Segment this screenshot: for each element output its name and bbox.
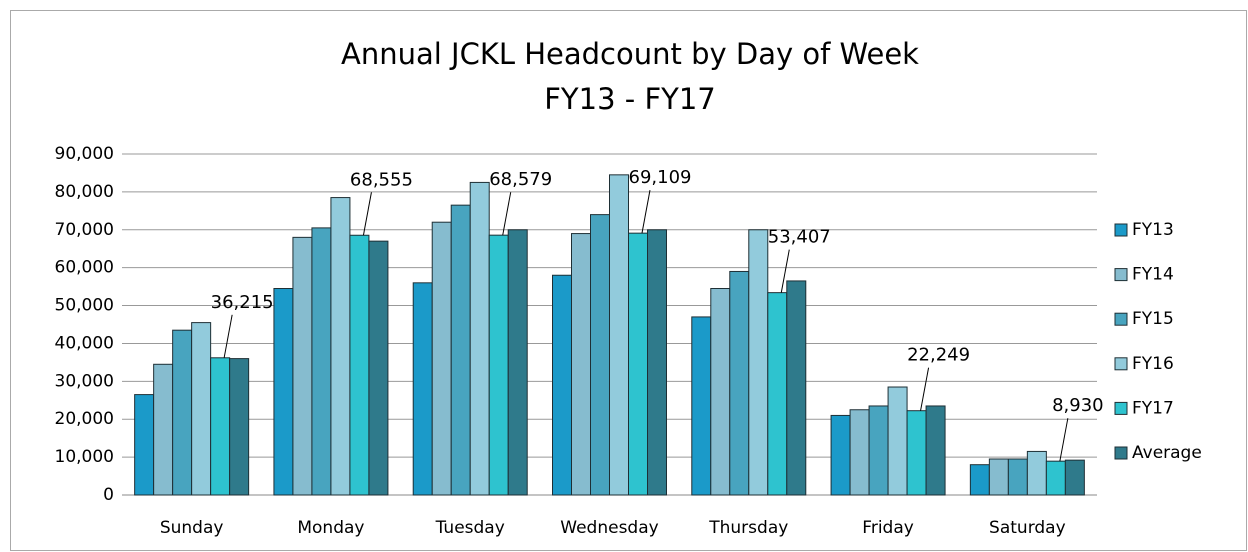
bar [609, 174, 629, 496]
y-tick-label: 0 [103, 485, 114, 505]
bar [969, 464, 990, 496]
bar [153, 363, 174, 496]
legend-swatch [1114, 223, 1128, 237]
bar [450, 204, 471, 496]
legend-swatch [1114, 446, 1128, 460]
bar [507, 229, 528, 496]
bar [229, 358, 250, 496]
bar [868, 405, 889, 496]
y-tick-label: 50,000 [55, 296, 114, 316]
bar [431, 221, 452, 496]
bar [311, 227, 332, 496]
bar [748, 229, 769, 496]
y-tick-label: 90,000 [55, 144, 114, 164]
bar [292, 236, 313, 496]
leader-line [362, 192, 372, 236]
bar [349, 234, 370, 496]
bar [191, 322, 212, 496]
bar [210, 357, 231, 496]
x-tick-label: Saturday [989, 518, 1066, 538]
bar [647, 229, 667, 496]
legend-swatch [1114, 312, 1128, 326]
bar [1026, 450, 1047, 496]
leader-line [502, 192, 512, 236]
data-label: 69,109 [629, 167, 692, 188]
bar [590, 214, 610, 496]
data-label: 36,215 [211, 292, 274, 313]
bar [571, 233, 591, 496]
y-tick-label: 80,000 [55, 182, 114, 202]
data-label: 53,407 [768, 227, 831, 248]
bar [1045, 460, 1066, 496]
bar [488, 234, 509, 496]
x-tick-label: Tuesday [435, 518, 505, 538]
bar [767, 292, 788, 496]
bar [925, 405, 946, 496]
legend-label: FY17 [1132, 398, 1174, 418]
y-tick-label: 60,000 [55, 258, 114, 278]
bar [887, 386, 908, 496]
data-label: 68,555 [350, 169, 413, 190]
bar [552, 274, 572, 496]
bar [1064, 459, 1085, 496]
bar [830, 414, 851, 496]
leader-line [780, 249, 790, 293]
y-tick-label: 30,000 [55, 371, 114, 391]
x-tick-label: Sunday [160, 518, 224, 538]
bar [786, 280, 807, 496]
bar [412, 282, 433, 496]
x-tick-label: Wednesday [560, 518, 658, 538]
legend-label: FY14 [1132, 265, 1174, 285]
legend-label: FY16 [1132, 354, 1174, 374]
bar [628, 232, 648, 496]
legend-swatch [1114, 357, 1128, 371]
bar [1007, 458, 1028, 496]
data-label: 68,579 [489, 169, 552, 190]
legend-swatch [1114, 268, 1128, 282]
bar [172, 329, 193, 496]
legend-label: FY13 [1132, 220, 1174, 240]
bar [729, 270, 750, 496]
legend-label: FY15 [1132, 309, 1174, 329]
bar [988, 458, 1009, 496]
leader-line [641, 190, 651, 234]
bar [710, 288, 731, 496]
legend-label: Average [1132, 443, 1202, 463]
leader-line [920, 367, 930, 411]
bar [368, 240, 389, 496]
bar [849, 409, 870, 496]
x-tick-label: Friday [862, 518, 914, 538]
bar [273, 288, 294, 496]
y-tick-label: 10,000 [55, 447, 114, 467]
data-label: 8,930 [1052, 395, 1104, 416]
y-tick-label: 40,000 [55, 333, 114, 353]
bar [330, 197, 351, 496]
y-tick-label: 70,000 [55, 220, 114, 240]
leader-line [1059, 418, 1069, 462]
bar [469, 181, 490, 496]
bar [691, 316, 712, 496]
data-label: 22,249 [907, 345, 970, 366]
x-tick-label: Monday [297, 518, 364, 538]
bar [134, 394, 155, 496]
bar [906, 410, 927, 496]
legend-swatch [1114, 401, 1128, 415]
leader-line [223, 314, 233, 358]
chart-title: Annual JCKL Headcount by Day of Week [341, 37, 919, 71]
y-tick-label: 20,000 [55, 409, 114, 429]
chart-subtitle: FY13 - FY17 [544, 82, 716, 116]
x-tick-label: Thursday [708, 518, 788, 538]
